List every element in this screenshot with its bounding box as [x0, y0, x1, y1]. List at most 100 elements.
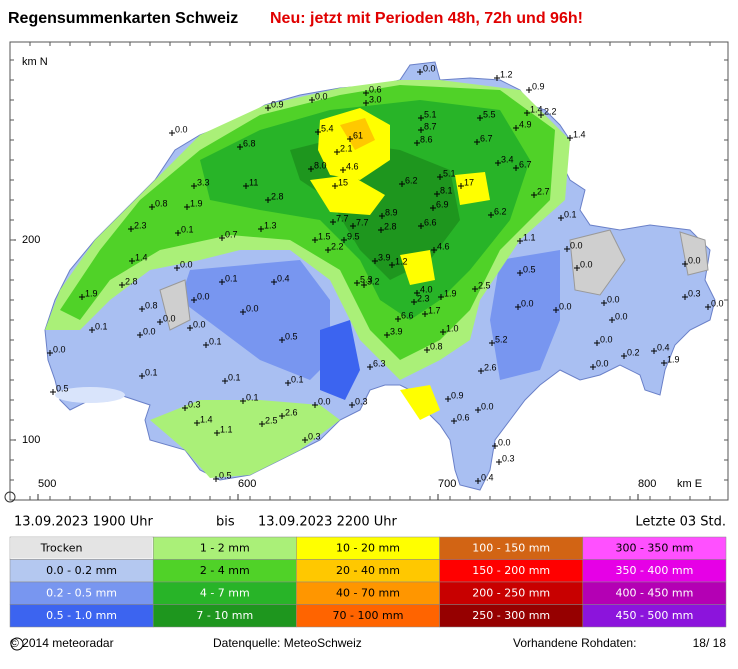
- station-value: 0.1: [225, 273, 238, 283]
- station-marker: [517, 270, 523, 276]
- station-marker: [187, 325, 193, 331]
- station-marker: [475, 478, 481, 484]
- station-marker: [379, 213, 385, 219]
- station-marker: [194, 420, 200, 426]
- station-marker: [661, 360, 667, 366]
- station-value: 3.3: [197, 177, 210, 187]
- raw-value: 18/ 18: [693, 636, 727, 650]
- station-marker: [363, 90, 369, 96]
- station-value: 6.2: [405, 175, 418, 185]
- station-marker: [682, 294, 688, 300]
- north-label: km N: [22, 56, 48, 68]
- legend-label: 4 - 7 mm: [200, 586, 250, 599]
- station-value: 0.1: [95, 321, 108, 331]
- legend-label: 200 - 250 mm: [472, 586, 550, 599]
- station-value: 5.1: [424, 109, 437, 119]
- station-marker: [451, 418, 457, 424]
- station-marker: [243, 183, 249, 189]
- station-marker: [389, 262, 395, 268]
- station-value: 0.8: [155, 198, 168, 208]
- station-value: 0.5: [219, 470, 232, 480]
- station-value: 8.0: [314, 160, 327, 170]
- station-value: 0.5: [56, 383, 69, 393]
- station-marker: [418, 127, 424, 133]
- station-marker: [395, 316, 401, 322]
- legend-swatch: [582, 604, 727, 628]
- station-marker: [513, 125, 519, 131]
- station-value: 1.0: [446, 323, 459, 333]
- station-marker: [240, 398, 246, 404]
- station-value: 2.7: [537, 186, 550, 196]
- region-green-light: [150, 400, 340, 478]
- station-marker: [258, 226, 264, 232]
- station-value: 0.8: [430, 341, 443, 351]
- station-value: 2.8: [271, 191, 284, 201]
- station-marker: [350, 223, 356, 229]
- station-marker: [621, 353, 627, 359]
- station-value: 8.9: [385, 207, 398, 217]
- station-value: 1.9: [190, 198, 203, 208]
- station-marker: [495, 160, 501, 166]
- station-marker: [414, 290, 420, 296]
- station-marker: [175, 230, 181, 236]
- station-marker: [219, 279, 225, 285]
- station-value: 0.0: [318, 396, 331, 406]
- station-marker: [414, 140, 420, 146]
- station-marker: [418, 115, 424, 121]
- station-marker: [705, 304, 711, 310]
- region-mid: [490, 250, 560, 380]
- station-value: 8.6: [420, 134, 433, 144]
- station-marker: [494, 75, 500, 81]
- station-marker: [590, 364, 596, 370]
- station-value: 0.1: [228, 372, 241, 382]
- station-value: 3.2: [367, 276, 380, 286]
- station-marker: [478, 368, 484, 374]
- station-value: 2.8: [384, 221, 397, 231]
- station-marker: [214, 430, 220, 436]
- station-marker: [139, 373, 145, 379]
- station-value: 0.3: [355, 396, 368, 406]
- station-marker: [445, 396, 451, 402]
- station-value: 0.5: [523, 264, 536, 274]
- station-marker: [489, 340, 495, 346]
- station-value: 0.0: [607, 294, 620, 304]
- station-value: 2.6: [285, 407, 298, 417]
- station-value: 0.0: [481, 401, 494, 411]
- station-value: 0.2: [627, 347, 640, 357]
- station-value: 6.6: [424, 217, 437, 227]
- station-value: 5.3: [360, 274, 373, 284]
- station-marker: [567, 135, 573, 141]
- legend-label: 1 - 2 mm: [200, 541, 250, 554]
- station-value: 6.8: [243, 138, 256, 148]
- legend-label: 70 - 100 mm: [333, 609, 404, 622]
- station-marker: [219, 235, 225, 241]
- station-marker: [458, 183, 464, 189]
- station-value: 0.0: [315, 91, 328, 101]
- station-marker: [137, 332, 143, 338]
- station-value: 7.7: [336, 213, 349, 223]
- station-value: 11: [249, 177, 258, 187]
- station-marker: [285, 380, 291, 386]
- source: Datenquelle: MeteoSchweiz: [213, 636, 362, 650]
- station-value: 0.4: [481, 472, 494, 482]
- region-yellow: [310, 175, 385, 215]
- station-marker: [682, 261, 688, 267]
- station-value: 0.1: [145, 367, 158, 377]
- station-marker: [424, 347, 430, 353]
- legend-label: 300 - 350 mm: [615, 541, 693, 554]
- station-value: 0.3: [188, 399, 201, 409]
- region-orange: [340, 118, 375, 150]
- station-value: 0.0: [615, 311, 628, 321]
- station-marker: [341, 237, 347, 243]
- station-marker: [526, 87, 532, 93]
- legend-label: Trocken: [40, 541, 83, 554]
- station-marker: [472, 286, 478, 292]
- station-marker: [601, 300, 607, 306]
- station-marker: [558, 215, 564, 221]
- station-value: 0.4: [277, 273, 290, 283]
- station-marker: [203, 342, 209, 348]
- station-value: 5.4: [321, 123, 334, 133]
- station-marker: [174, 265, 180, 271]
- station-marker: [431, 247, 437, 253]
- station-value: 0.0: [193, 319, 206, 329]
